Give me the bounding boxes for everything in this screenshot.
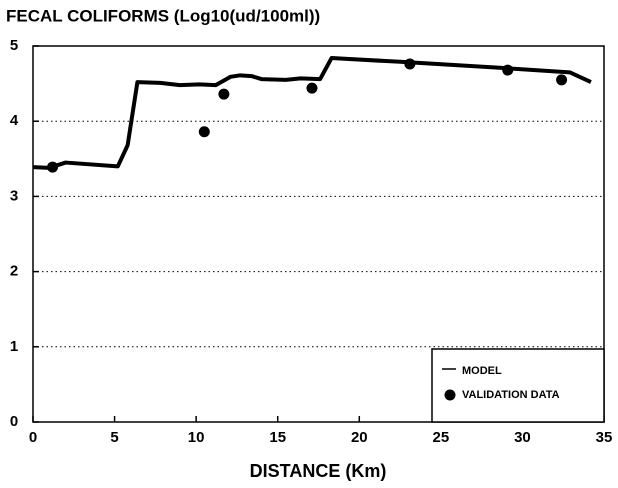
x-tick-label: 30 — [514, 429, 531, 446]
x-tick-label: 20 — [351, 429, 368, 446]
data-point — [556, 74, 568, 86]
data-point — [404, 58, 416, 70]
y-tick-label: 3 — [10, 187, 18, 204]
x-axis-label: DISTANCE (Km) — [250, 461, 387, 481]
x-tick-label: 0 — [29, 429, 37, 446]
data-point — [502, 64, 514, 76]
data-point — [218, 88, 230, 100]
y-tick-label: 4 — [10, 112, 19, 129]
x-tick-label: 25 — [433, 429, 450, 446]
plot-frame — [32, 45, 605, 423]
data-point — [47, 161, 59, 173]
data-point — [198, 126, 210, 138]
x-tick-label: 5 — [110, 429, 118, 446]
legend-label: VALIDATION DATA — [462, 389, 560, 401]
y-tick-label: 1 — [10, 338, 18, 355]
chart-title: FECAL COLIFORMS (Log10(ud/100ml)) — [6, 6, 320, 25]
legend-marker — [444, 389, 456, 401]
legend-box — [431, 348, 605, 423]
data-point — [306, 82, 318, 94]
y-tick-label: 5 — [10, 37, 18, 54]
legend-label: MODEL — [462, 365, 502, 377]
y-tick-label: 2 — [10, 263, 18, 280]
y-tick-label: 0 — [10, 413, 18, 430]
model-line — [32, 56, 592, 170]
x-tick-label: 15 — [269, 429, 286, 446]
x-tick-label: 10 — [188, 429, 205, 446]
x-tick-label: 35 — [596, 429, 613, 446]
